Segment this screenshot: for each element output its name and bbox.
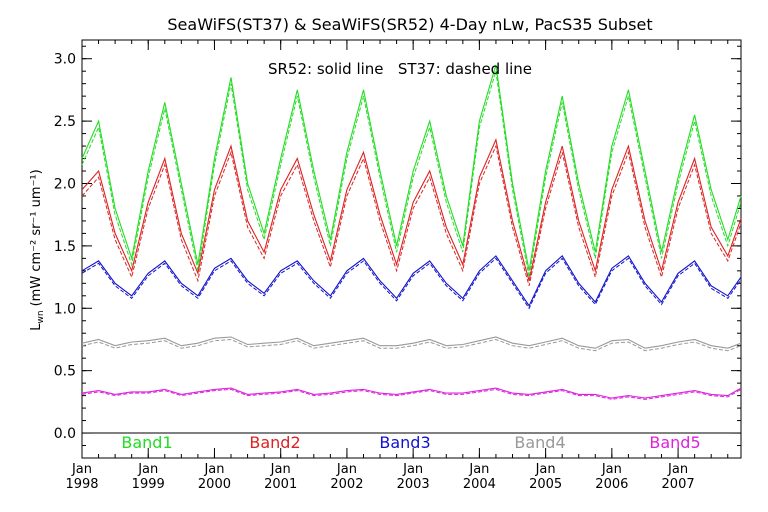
series-line-band2-st37: [81, 144, 742, 286]
x-tick-year: 2007: [662, 477, 695, 492]
y-tick-label: 1.0: [54, 301, 76, 317]
svg-text:Lwn(mW cm⁻² sr⁻¹ um⁻¹): Lwn (mW cm⁻² sr⁻¹ um⁻¹): [29, 169, 46, 330]
y-tick-label: 0.0: [54, 426, 76, 442]
y-axis-label-sub: wn: [36, 310, 46, 323]
x-tick-month: Jan: [137, 462, 158, 477]
x-tick-year: 2002: [330, 477, 363, 492]
series-line-band1-sr52: [81, 64, 742, 271]
series-line-band3-sr52: [81, 255, 742, 307]
y-tick-label: 1.5: [54, 239, 76, 255]
x-tick-month: Jan: [270, 462, 291, 477]
series-line-band1-st37: [81, 71, 742, 278]
x-tick-month: Jan: [468, 462, 489, 477]
series-line-band5-sr52: [81, 387, 742, 399]
x-tick-month: Jan: [601, 462, 622, 477]
legend-item-band2: Band2: [249, 433, 300, 452]
legend: Band1 Band2 Band3 Band4 Band5: [121, 433, 700, 452]
x-axis: Jan1998Jan1999Jan2000Jan2001Jan2002Jan20…: [65, 40, 729, 492]
y-tick-label: 3.0: [54, 52, 76, 68]
legend-item-band4: Band4: [514, 433, 565, 452]
plot-frame: [81, 39, 742, 459]
y-axis-label-main: L: [29, 323, 44, 331]
chart-title: SeaWiFS(ST37) & SeaWiFS(SR52) 4-Day nLw,…: [167, 15, 652, 34]
series-line-band4-sr52: [81, 336, 742, 349]
line-style-annotation: SR52: solid line ST37: dashed line: [268, 60, 532, 78]
legend-item-band1: Band1: [121, 433, 172, 452]
legend-item-band3: Band3: [379, 433, 430, 452]
series-line-band5-st37: [81, 388, 742, 400]
y-tick-label: 2.0: [54, 176, 76, 192]
series-lines: [81, 64, 742, 400]
y-tick-label: 0.5: [54, 364, 76, 380]
series-line-band4-st37: [81, 338, 742, 352]
x-tick-month: Jan: [667, 462, 688, 477]
x-tick-month: Jan: [336, 462, 357, 477]
y-tick-label: 2.5: [54, 114, 76, 130]
x-tick-year: 1999: [132, 477, 165, 492]
x-tick-month: Jan: [402, 462, 423, 477]
y-axis-label: Lwn (mW cm⁻² sr⁻¹ um⁻¹): [29, 169, 46, 330]
legend-item-band5: Band5: [649, 433, 700, 452]
x-tick-year: 2006: [595, 477, 628, 492]
series-line-band2-sr52: [81, 137, 742, 281]
x-tick-month: Jan: [71, 462, 92, 477]
x-tick-year: 2003: [397, 477, 430, 492]
x-tick-year: 1998: [65, 477, 98, 492]
series-line-band3-st37: [81, 257, 742, 310]
x-tick-month: Jan: [203, 462, 224, 477]
y-axis: 0.0 0.5 1.0 1.5 2.0 2.5 3.0: [54, 45, 741, 459]
x-tick-year: 2004: [463, 477, 496, 492]
x-tick-year: 2000: [198, 477, 231, 492]
x-tick-year: 2001: [264, 477, 297, 492]
x-tick-month: Jan: [535, 462, 556, 477]
x-tick-year: 2005: [529, 477, 562, 492]
y-axis-label-units: (mW cm⁻² sr⁻¹ um⁻¹): [29, 169, 44, 306]
